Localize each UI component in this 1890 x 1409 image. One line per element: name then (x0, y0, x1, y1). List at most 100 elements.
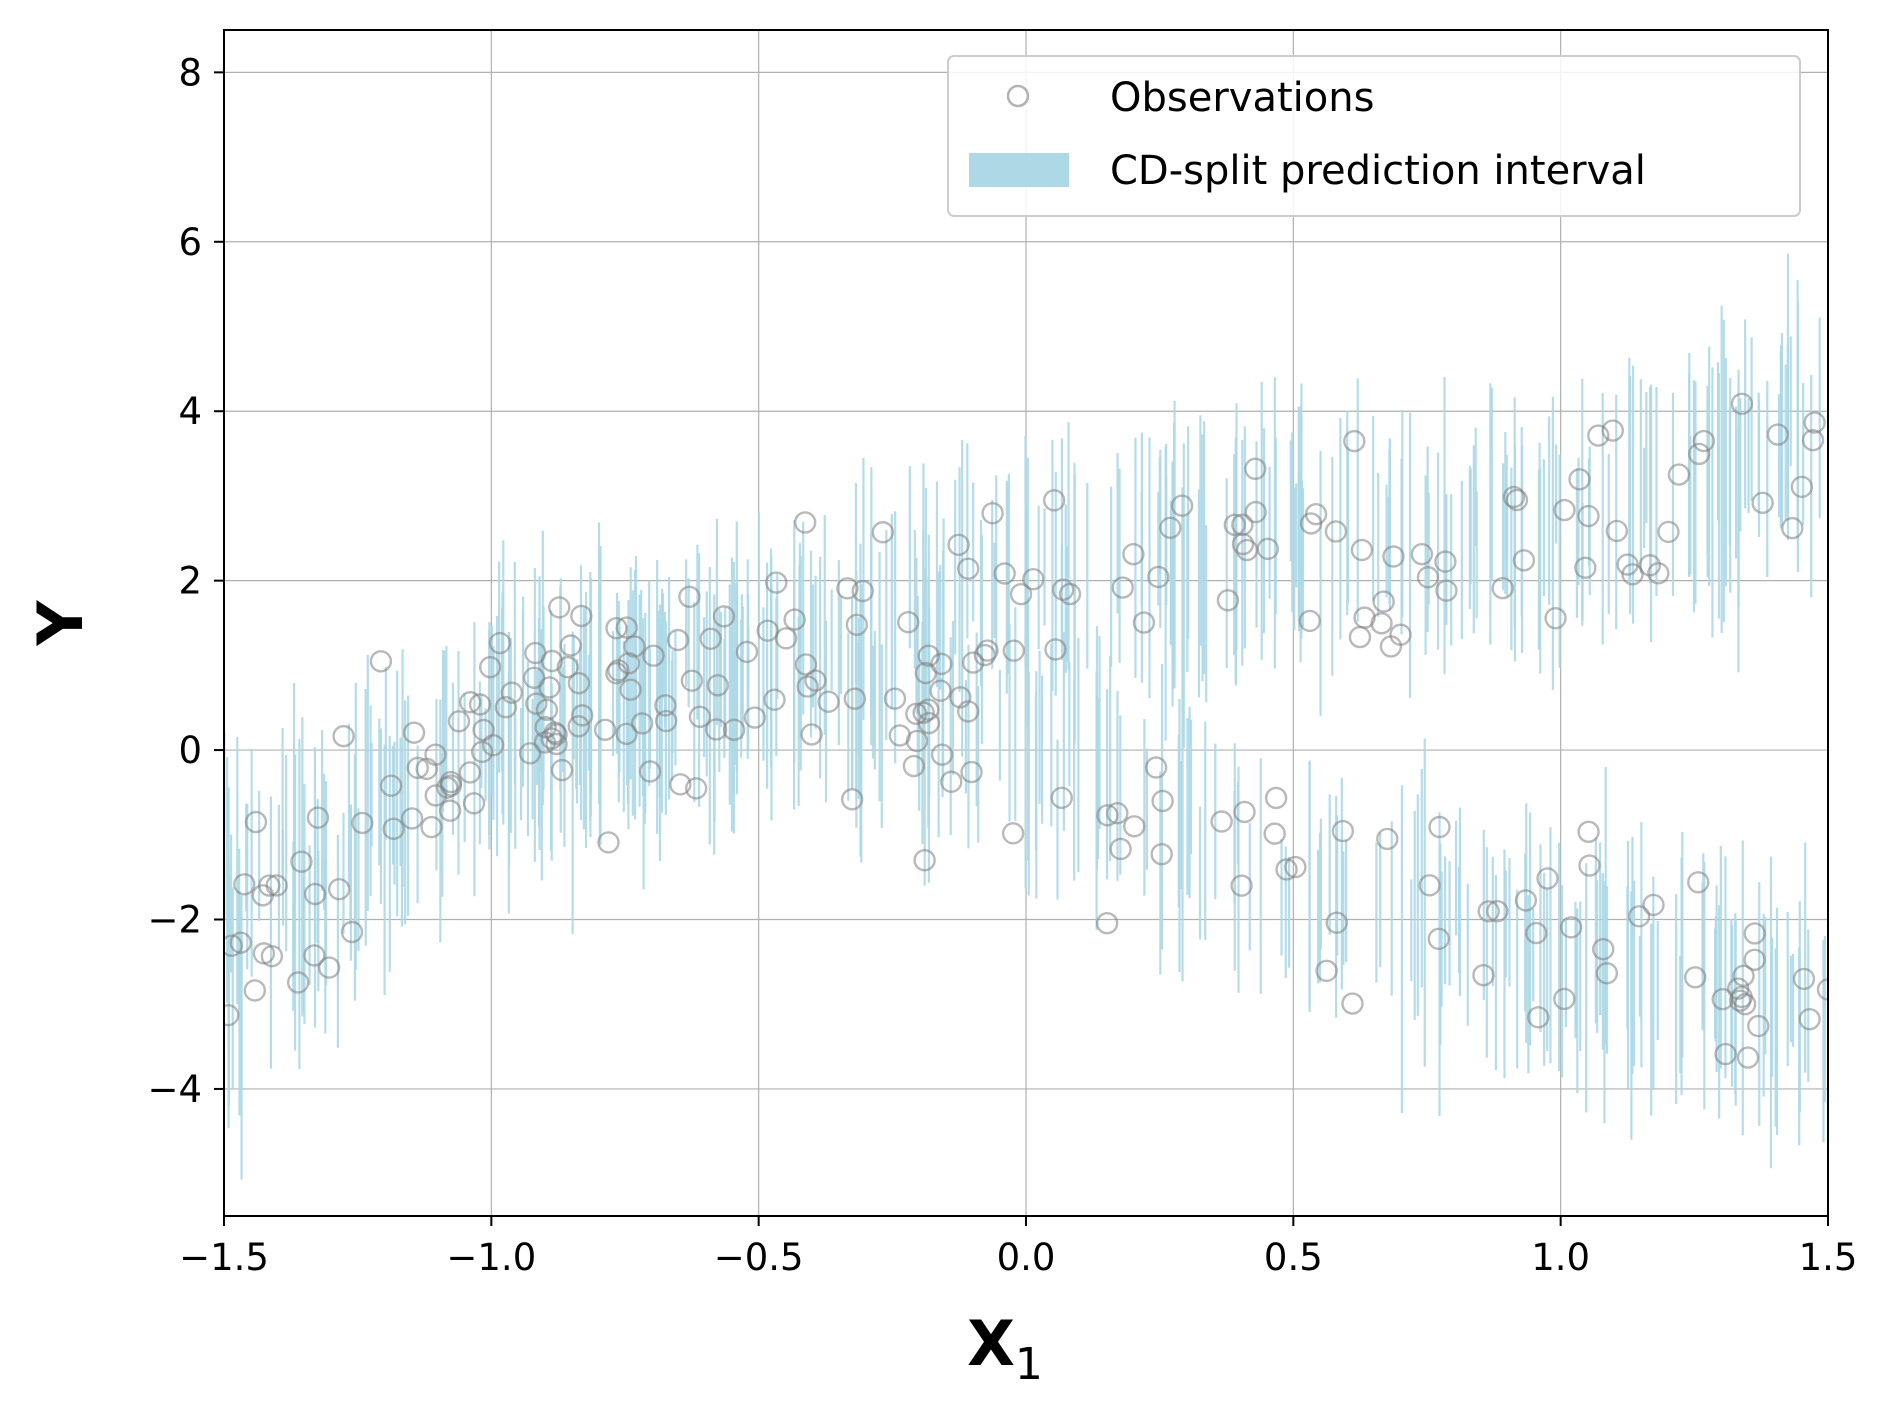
observation-point (1743, 948, 1766, 971)
observation-point (756, 619, 779, 642)
observation-point (1123, 815, 1146, 838)
observation-point (699, 627, 722, 650)
y-tick-label: 6 (178, 221, 202, 264)
observation-point (1233, 800, 1256, 824)
x-axis-title-main: X (967, 1307, 1015, 1380)
observation-point (1687, 871, 1710, 894)
observation-point (1714, 1042, 1737, 1066)
observation-point (1568, 468, 1591, 491)
observation-point (843, 687, 867, 710)
observation-point (1111, 576, 1134, 599)
observation-point (1428, 815, 1451, 839)
observation-point (224, 1003, 240, 1027)
observation-point (1435, 579, 1458, 602)
observation-point (1798, 1007, 1821, 1031)
observation-point (804, 669, 827, 692)
observation-point (912, 701, 935, 724)
observation-point (1781, 516, 1804, 540)
observation-point (229, 931, 252, 954)
observation-point (518, 742, 542, 765)
y-tick-label: 2 (178, 560, 202, 603)
observation-point (540, 649, 564, 673)
y-tick-label: 4 (178, 390, 202, 433)
observation-point (1514, 889, 1538, 912)
observation-point (571, 704, 594, 727)
observation-point (1527, 1006, 1550, 1029)
observation-point (545, 723, 568, 746)
observation-point (559, 634, 582, 657)
observation-point (1132, 611, 1156, 634)
observation-point (1790, 475, 1814, 499)
observation-point (535, 698, 559, 722)
observation-point (735, 640, 759, 664)
observation-point (1331, 819, 1355, 843)
legend-observations-label: Observations (1110, 75, 1374, 121)
observation-point (960, 760, 983, 784)
observation-point (917, 698, 940, 721)
observation-point (1684, 966, 1707, 989)
observation-point (1642, 893, 1665, 917)
observation-point (525, 692, 548, 715)
observation-point (961, 651, 985, 674)
observation-point (1577, 820, 1600, 844)
observation-point (1315, 959, 1338, 983)
observation-point (1427, 927, 1450, 951)
observation-point (438, 799, 462, 822)
observation-point (548, 596, 571, 619)
observation-point (763, 688, 786, 711)
observation-point (1647, 562, 1670, 585)
observation-point (478, 656, 502, 679)
observation-point (1751, 491, 1774, 515)
observation-point (1472, 963, 1495, 987)
observation-point (840, 788, 864, 811)
observation-point (415, 757, 438, 781)
x-tick-label: −1.5 (179, 1236, 269, 1279)
observation-point (783, 608, 806, 631)
observation-point (1553, 987, 1576, 1011)
observation-point (1122, 542, 1145, 566)
observation-point (883, 687, 907, 710)
observation-point (351, 811, 374, 835)
observation-point (1592, 937, 1615, 961)
observation-point (1687, 442, 1711, 466)
observation-point (1491, 576, 1514, 600)
observation-point (1747, 1014, 1770, 1038)
observation-point (1801, 428, 1825, 452)
observation-point (439, 774, 463, 797)
observation-point (642, 644, 665, 667)
observation-point (500, 681, 524, 704)
observation-point (436, 776, 459, 799)
x-tick-label: 1.0 (1531, 1236, 1590, 1279)
observation-point (1002, 639, 1026, 662)
observation-point (402, 721, 426, 744)
observation-point (615, 616, 638, 639)
x-tick-label: 1.5 (1799, 1236, 1858, 1279)
observation-point (1144, 756, 1168, 779)
observation-point (556, 655, 579, 679)
x-axis-title: X1 (967, 1307, 1043, 1390)
observation-point (303, 882, 327, 906)
observation-point (481, 734, 505, 757)
observation-point (976, 639, 999, 662)
observation-point (1502, 485, 1526, 509)
observation-point (796, 675, 819, 698)
observation-point (957, 557, 980, 580)
observation-point (605, 662, 628, 685)
observation-point (666, 628, 690, 652)
observation-point (1022, 568, 1045, 591)
observation-point (845, 613, 869, 637)
observation-point (1150, 842, 1173, 866)
observation-point (1001, 822, 1025, 845)
observation-point (1170, 494, 1194, 517)
observation-point (597, 831, 620, 854)
observation-point (712, 605, 736, 628)
observation-point (1044, 638, 1067, 661)
observation-point (1264, 786, 1288, 810)
observation-point (567, 715, 590, 738)
axis-ticks: −1.5 −1.0 −0.5 0.0 0.5 1.0 1.5 −4 −2 0 2 4 6 8 (147, 51, 1857, 1279)
observation-point (550, 758, 574, 782)
observation-point (317, 956, 341, 979)
observation-point (494, 696, 518, 719)
observation-point (1574, 556, 1597, 579)
observation-point (1095, 912, 1119, 935)
